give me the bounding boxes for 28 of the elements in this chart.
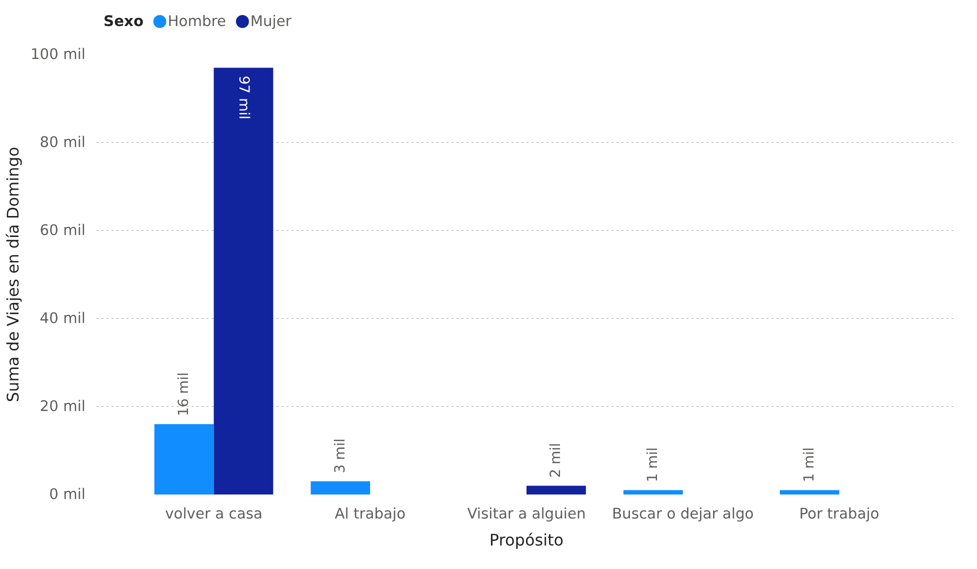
legend-label: Mujer (250, 13, 292, 30)
x-tick-label: volver a casa (165, 506, 262, 522)
bar (154, 424, 214, 494)
bar (214, 68, 274, 494)
x-tick-label: Por trabajo (799, 506, 880, 522)
y-tick-label: 60 mil (40, 222, 86, 239)
y-tick-label: 40 mil (40, 310, 86, 327)
data-label: 97 mil (235, 76, 252, 120)
data-label: 2 mil (548, 442, 564, 478)
x-axis-title: Propósito (489, 530, 564, 550)
data-label: 1 mil (802, 447, 818, 482)
y-tick-label: 20 mil (40, 398, 86, 415)
data-label: 3 mil (332, 438, 348, 474)
x-tick-label: Al trabajo (334, 506, 406, 522)
x-tick-label: Visitar a alguien (467, 506, 586, 522)
data-label: 1 mil (645, 447, 662, 482)
bar (310, 481, 370, 494)
y-tick-label: 0 mil (49, 486, 86, 503)
y-axis-title: Suma de Viajes en día Domingo (3, 146, 22, 402)
legend-label: Hombre (168, 13, 226, 30)
bar (780, 490, 840, 494)
bar (623, 490, 683, 494)
y-tick-label: 80 mil (40, 134, 86, 151)
bar (526, 486, 586, 494)
data-label: 16 mil (176, 372, 192, 416)
y-tick-label: 100 mil (30, 46, 86, 63)
x-tick-label: Buscar o dejar algo (612, 506, 754, 522)
legend-title: Sexo (104, 13, 144, 30)
